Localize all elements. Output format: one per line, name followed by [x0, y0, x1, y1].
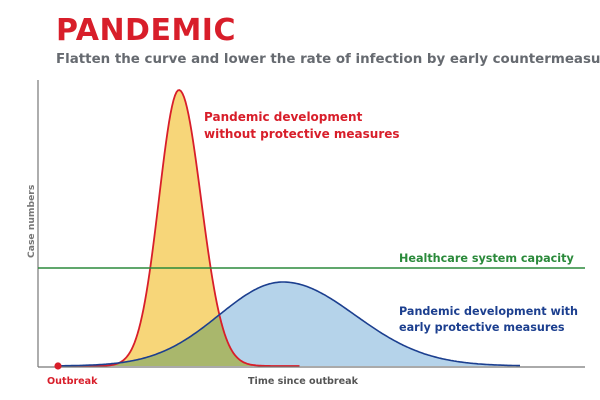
unprotected-annotation-line-1: Pandemic development [204, 110, 363, 124]
unprotected-curve-area [58, 90, 300, 366]
outbreak-marker [54, 362, 62, 370]
x-axis-label: Time since outbreak [248, 376, 359, 387]
unprotected-curve-line [58, 89, 300, 367]
y-axis-label: Case numbers [26, 184, 37, 258]
protected-annotation-line-1: Pandemic development with [399, 305, 578, 318]
capacity-label: Healthcare system capacity [399, 252, 574, 265]
protected-annotation-line-2: early protective measures [399, 321, 565, 334]
protected-curve-line [58, 281, 520, 367]
unprotected-annotation-line-2: without protective measures [204, 127, 400, 141]
page-subtitle: Flatten the curve and lower the rate of … [56, 52, 600, 67]
outbreak-label: Outbreak [47, 376, 98, 387]
protected-curve-area [58, 282, 520, 366]
page-title: PANDEMIC [56, 13, 236, 48]
